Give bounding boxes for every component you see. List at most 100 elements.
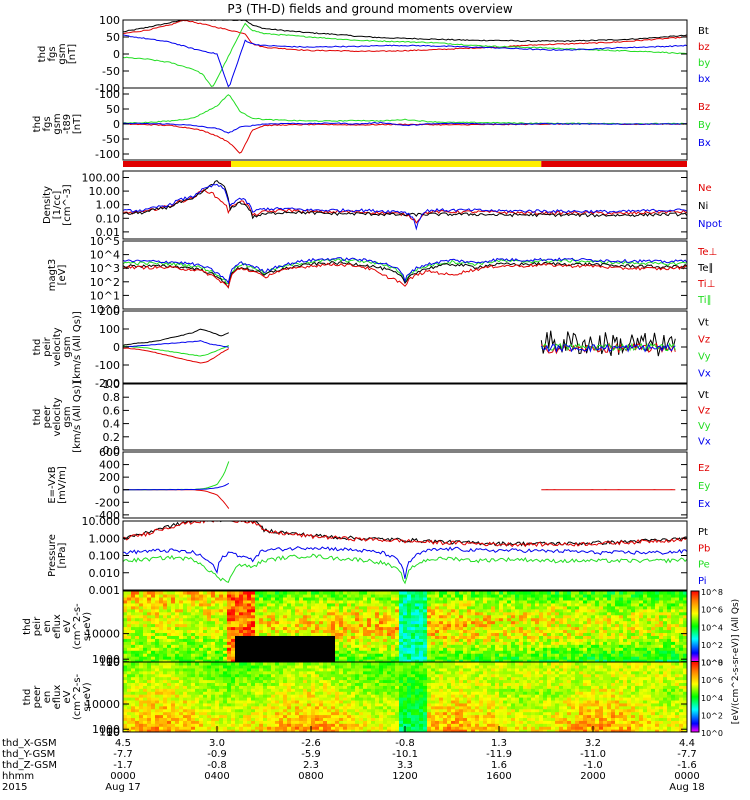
y-tick-label-peir_velocity-1: 100 xyxy=(99,323,120,336)
y-label-line: thd xyxy=(32,409,43,426)
y-label-line: [km/s (All Qs)] xyxy=(72,381,83,453)
y-label-line: gsm xyxy=(62,406,73,427)
y-label-line: gsm xyxy=(57,43,68,64)
x-row-label: hhmm xyxy=(2,771,34,782)
x-row-value: 2.3 xyxy=(303,760,319,771)
y-label-line: E=-VxB xyxy=(47,466,58,503)
legend-e_field-Ez: Ez xyxy=(698,463,710,474)
y-label-line: [1/cc] xyxy=(52,191,63,220)
y-label-line: [mV/m] xyxy=(57,466,68,504)
series-fgs-bx xyxy=(123,34,687,88)
legend-pressure-Pi: Pi xyxy=(698,576,707,587)
y-tick-label-peer_spec-3: 10 xyxy=(106,726,120,739)
y-tick-label-peir_spec-1: 1000 xyxy=(92,653,120,666)
legend-density-Ni: Ni xyxy=(698,201,708,212)
series-peir_velocity-Vz xyxy=(123,347,230,364)
y-label-line: thd xyxy=(22,689,33,706)
series-density-Npot xyxy=(123,183,687,231)
y-tick-label-peir_spec-0: 10000 xyxy=(85,628,120,641)
colorbar-tick-label: 10^6 xyxy=(701,606,723,615)
series-pressure-Pb xyxy=(123,521,687,548)
series-peir_velocity-Vy xyxy=(123,345,229,357)
legend-temperature-Te∥: Te∥ xyxy=(697,263,714,274)
x-row-value: 1.6 xyxy=(491,760,507,771)
legend-fgs_t89-By: By xyxy=(698,120,711,131)
colorbar-tick-label: 10^4 xyxy=(701,623,723,632)
legend-fgs-Bt: Bt xyxy=(698,26,709,37)
x-row-value: 0000 xyxy=(110,771,135,782)
series-e_field-Ey xyxy=(123,461,230,491)
y-tick-label-e_field-2: 200 xyxy=(99,471,120,484)
legend-peir_velocity-Vt: Vt xyxy=(698,318,709,329)
legend-e_field-Ex: Ex xyxy=(698,499,710,510)
series-fgs-by xyxy=(123,22,687,87)
panel-frame-peer_velocity xyxy=(122,383,688,451)
x-row-value: 0000 xyxy=(674,771,699,782)
y-axis-label-peer_spec: thd peer en eflux eV (cm^2-s-sr-eV) xyxy=(22,673,93,720)
y-tick-label-fgs_t89-3: -50 xyxy=(102,133,120,146)
colorbar-gradient-0 xyxy=(690,590,700,662)
y-label-line: sr-eV) xyxy=(82,682,93,711)
x-row-value: Aug 18 xyxy=(669,782,704,793)
y-tick-label-peir_spec-3: 10 xyxy=(106,656,120,669)
y-tick-label-peer_velocity-4: 0.2 xyxy=(103,431,121,444)
series-pressure-Pe xyxy=(123,553,687,585)
legend-peer_velocity-Vz: Vz xyxy=(698,405,710,416)
x-row-label: thd_Z-GSM xyxy=(2,760,57,771)
y-tick-label-fgs_t89-0: 100 xyxy=(99,88,120,101)
panel-frame-temperature xyxy=(122,240,688,310)
legend-peer_velocity-Vt: Vt xyxy=(698,390,709,401)
status-segment-0 xyxy=(123,161,232,167)
colorbar-gradient-1 xyxy=(690,661,700,733)
x-row-value: -2.6 xyxy=(301,738,321,749)
y-label-line: [nT] xyxy=(72,114,83,134)
y-label-line: peer xyxy=(42,405,53,429)
y-tick-label-peer_spec-1: 1000 xyxy=(92,723,120,736)
legend-temperature-Te⊥: Te⊥ xyxy=(697,247,717,258)
y-tick-label-temperature-4: 10^1 xyxy=(90,289,120,302)
y-axis-label-pressure: Pressure [nPa] xyxy=(47,534,68,577)
y-tick-label-temperature-2: 10^3 xyxy=(90,262,120,275)
y-label-line: eV xyxy=(62,620,73,633)
y-label-line: eflux xyxy=(52,614,63,639)
colorbar-tick-label: 10^4 xyxy=(701,694,723,703)
y-axis-label-temperature: magt3 [eV] xyxy=(47,259,68,292)
series-fgs-bz xyxy=(123,20,687,53)
y-tick-label-e_field-3: 0 xyxy=(113,484,120,497)
y-label-line: peer xyxy=(32,685,43,709)
x-row-value: Aug 17 xyxy=(105,782,140,793)
y-label-line: magt3 xyxy=(47,259,58,292)
x-row-value: -1.7 xyxy=(113,760,133,771)
y-label-line: thd xyxy=(22,618,33,635)
y-tick-label-peir_spec-2: 100 xyxy=(99,656,120,669)
panel-peir_velocity: 200 100 0 -100 -200 thd peir velocity gsm [km/s (… xyxy=(32,305,711,390)
y-axis-label-density: Density [1/cc] [cm^-3] xyxy=(42,184,73,225)
legend-pressure-Pe: Pe xyxy=(698,560,710,571)
y-tick-label-fgs-2: 0 xyxy=(113,48,120,61)
y-tick-label-e_field-4: -200 xyxy=(95,496,120,509)
x-row-value: 4.4 xyxy=(679,738,695,749)
panel-peer_velocity: 1.00.80.60.40.20.0 thd peer velocity gsm [km/… xyxy=(32,378,711,457)
colorbar-tick-label: 10^8 xyxy=(701,588,723,597)
y-label-line: [eV] xyxy=(57,265,68,286)
y-tick-label-peer_velocity-5: 0.0 xyxy=(103,444,121,457)
series-temperature-Ti⊥ xyxy=(123,257,687,285)
y-label-line: gsm xyxy=(52,113,63,134)
colorbar-tick-label: 10^2 xyxy=(701,711,723,720)
panel-frame-fgs xyxy=(122,19,688,89)
y-axis-label-peir_velocity: thd peir velocity gsm [km/s (All Qs)] xyxy=(32,311,83,383)
x-row-value: 1.3 xyxy=(491,738,507,749)
y-tick-label-fgs-1: 50 xyxy=(106,31,120,44)
legend-fgs_t89-Bz: Bz xyxy=(698,102,710,113)
y-tick-label-fgs_t89-1: 50 xyxy=(106,103,120,116)
y-tick-label-temperature-5: 10^0 xyxy=(90,303,120,316)
series-density-Ne xyxy=(123,189,687,224)
panel-frame-density xyxy=(122,170,688,240)
legend-fgs-bx: bx xyxy=(698,74,710,85)
